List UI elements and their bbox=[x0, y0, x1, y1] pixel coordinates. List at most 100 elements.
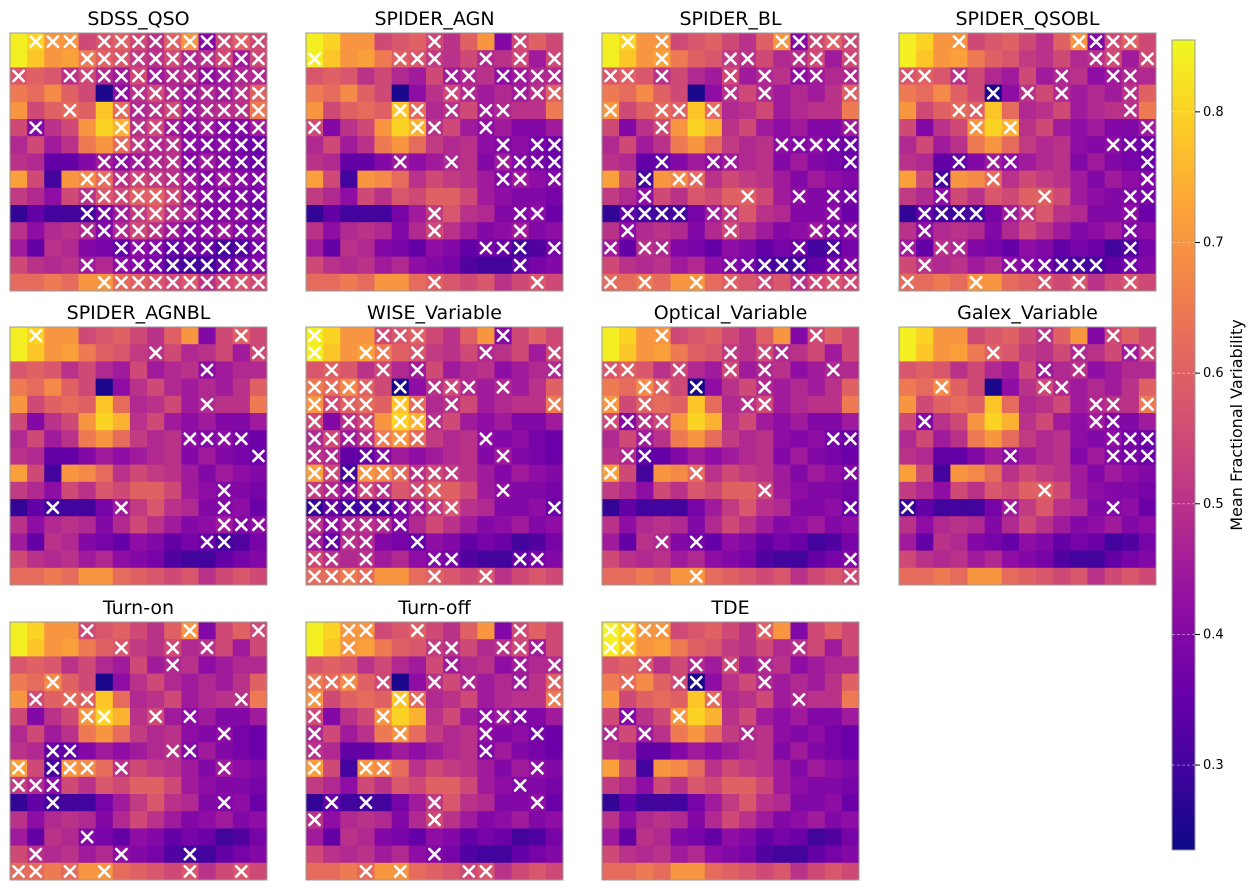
cross-marker bbox=[843, 552, 857, 566]
cross-marker bbox=[410, 501, 424, 515]
heatmap-cell bbox=[511, 344, 530, 362]
heatmap-cell bbox=[391, 344, 410, 362]
heatmap-cell bbox=[27, 656, 45, 674]
heatmap-cell bbox=[10, 794, 28, 812]
cross-marker bbox=[655, 329, 669, 343]
cross-marker bbox=[308, 569, 322, 583]
heatmap-cell bbox=[1018, 447, 1037, 465]
heatmap-cell bbox=[78, 413, 97, 431]
heatmap-cell bbox=[687, 690, 706, 709]
heatmap-cell bbox=[602, 170, 620, 189]
cross-marker bbox=[393, 466, 407, 480]
cross-marker bbox=[792, 35, 806, 49]
heatmap-cell bbox=[841, 622, 860, 640]
heatmap-cell bbox=[494, 33, 512, 51]
heatmap-cell bbox=[916, 344, 934, 362]
heatmap-cell bbox=[78, 725, 97, 743]
heatmap-cell bbox=[147, 828, 165, 846]
heatmap-cell bbox=[1087, 481, 1105, 500]
heatmap-cell bbox=[181, 639, 199, 657]
cross-marker bbox=[428, 641, 441, 655]
heatmap-cell bbox=[112, 690, 131, 709]
heatmap-cell bbox=[739, 742, 757, 760]
heatmap-cell bbox=[687, 622, 706, 640]
heatmap-cell bbox=[374, 550, 393, 569]
heatmap-cell bbox=[984, 273, 1003, 292]
heatmap-cell bbox=[340, 50, 358, 68]
heatmap-cell bbox=[215, 828, 234, 846]
heatmap-cell bbox=[460, 344, 478, 362]
heatmap-cell bbox=[1138, 67, 1157, 85]
heatmap-cell bbox=[704, 447, 723, 465]
cross-marker bbox=[200, 189, 214, 203]
cross-marker bbox=[342, 535, 356, 549]
heatmap-cell bbox=[841, 673, 860, 692]
heatmap-cell bbox=[10, 481, 28, 500]
heatmap-cell bbox=[1104, 378, 1123, 397]
cross-marker bbox=[445, 155, 459, 169]
heatmap-cell bbox=[739, 673, 757, 692]
heatmap-cell bbox=[739, 759, 757, 778]
heatmap-cell bbox=[249, 499, 268, 517]
heatmap-cell bbox=[323, 811, 341, 829]
heatmap-cell bbox=[477, 33, 495, 51]
heatmap-cell bbox=[773, 811, 791, 829]
cross-marker bbox=[758, 380, 772, 394]
cross-marker bbox=[986, 172, 1000, 186]
heatmap-cell bbox=[44, 464, 62, 483]
heatmap-cell bbox=[1070, 464, 1088, 483]
cross-marker bbox=[792, 241, 806, 255]
heatmap-cell bbox=[899, 119, 917, 137]
cross-marker bbox=[1140, 172, 1154, 186]
cross-marker bbox=[1003, 155, 1017, 169]
cross-marker bbox=[183, 86, 197, 100]
cross-marker bbox=[376, 329, 390, 343]
heatmap-cell bbox=[1138, 567, 1157, 586]
heatmap-cell bbox=[61, 622, 79, 640]
cross-marker bbox=[308, 744, 322, 758]
heatmap-cell bbox=[391, 742, 410, 760]
heatmap-cell bbox=[984, 430, 1003, 448]
heatmap-cell bbox=[340, 845, 358, 864]
cross-marker bbox=[376, 675, 390, 689]
heatmap-cell bbox=[10, 273, 28, 292]
heatmap-cell bbox=[198, 464, 216, 483]
heatmap-cell bbox=[340, 776, 358, 795]
heatmap-cell bbox=[687, 708, 706, 726]
cross-marker bbox=[166, 86, 180, 100]
cross-marker bbox=[792, 641, 806, 655]
cross-marker bbox=[29, 692, 43, 706]
cross-marker bbox=[393, 415, 407, 429]
cross-marker bbox=[826, 207, 840, 221]
cross-marker bbox=[46, 35, 60, 49]
heatmap-cell bbox=[1121, 481, 1140, 500]
heatmap-cell bbox=[374, 725, 393, 743]
heatmap-cell bbox=[1121, 533, 1140, 551]
heatmap-cell bbox=[1018, 395, 1037, 414]
heatmap-cell bbox=[1104, 533, 1123, 551]
cross-marker bbox=[513, 172, 527, 186]
heatmap-cell bbox=[721, 725, 740, 743]
heatmap-cell bbox=[215, 862, 234, 881]
cross-marker bbox=[935, 380, 949, 394]
heatmap-cell bbox=[756, 533, 774, 551]
heatmap-cell bbox=[357, 170, 375, 189]
heatmap-cell bbox=[1001, 516, 1020, 534]
cross-marker bbox=[843, 52, 857, 66]
cross-marker bbox=[183, 35, 197, 49]
heatmap-cell bbox=[78, 481, 97, 500]
heatmap-cell bbox=[78, 742, 97, 760]
heatmap-cell bbox=[824, 327, 843, 345]
heatmap-cell bbox=[899, 205, 917, 223]
heatmap-cell bbox=[545, 327, 564, 345]
heatmap-cell bbox=[164, 430, 182, 448]
heatmap-cell bbox=[391, 708, 410, 726]
heatmap-cell bbox=[1001, 567, 1020, 586]
heatmap-cell bbox=[78, 447, 97, 465]
heatmap-cell bbox=[27, 413, 45, 431]
cross-marker bbox=[428, 275, 441, 289]
heatmap-cell bbox=[756, 447, 774, 465]
cross-marker bbox=[621, 207, 635, 221]
heatmap-cell bbox=[756, 119, 774, 137]
heatmap-cell bbox=[494, 361, 512, 379]
